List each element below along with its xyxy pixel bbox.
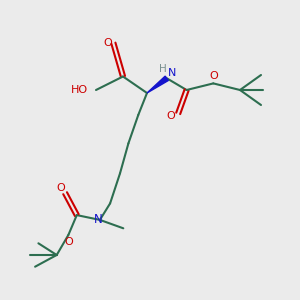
Text: HO: HO (71, 85, 88, 95)
Text: O: O (56, 183, 65, 193)
Text: N: N (168, 68, 176, 78)
Text: O: O (166, 111, 175, 122)
Polygon shape (147, 76, 168, 93)
Text: N: N (94, 213, 103, 226)
Text: O: O (209, 71, 218, 81)
Text: O: O (64, 237, 73, 248)
Text: O: O (103, 38, 112, 48)
Text: H: H (159, 64, 167, 74)
